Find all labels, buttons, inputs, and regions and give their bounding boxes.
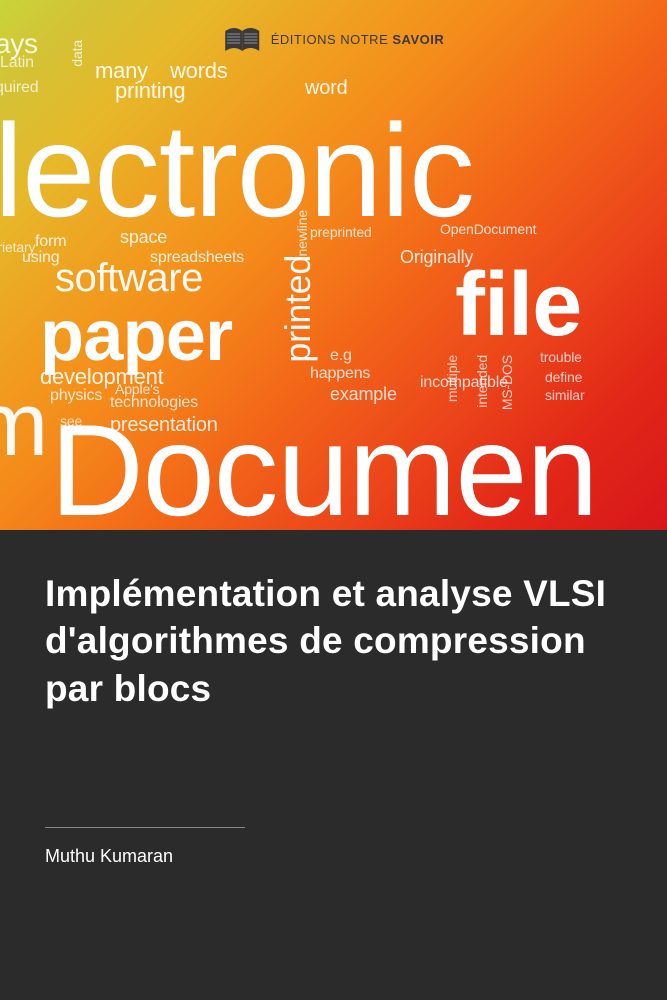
- wordcloud-word: paper: [40, 300, 232, 372]
- wordcloud-word: preprinted: [310, 225, 372, 239]
- wordcloud-word: spreadsheets: [150, 250, 244, 266]
- wordcloud-word: quired: [0, 80, 39, 96]
- wordcloud-word: trouble: [540, 350, 582, 364]
- wordcloud-word: space: [120, 228, 167, 246]
- wordcloud-background: ÉDITIONS NOTRE SAVOIR lectronicDocumenfi…: [0, 0, 667, 530]
- wordcloud-word: e.g: [330, 348, 352, 364]
- wordcloud-word: happens: [310, 366, 370, 382]
- publisher-prefix: ÉDITIONS NOTRE: [271, 32, 389, 47]
- book-title: Implémentation et analyse VLSI d'algorit…: [45, 570, 622, 712]
- publisher-bar: ÉDITIONS NOTRE SAVOIR: [223, 25, 445, 53]
- wordcloud-word: define: [545, 370, 582, 384]
- wordcloud-word: lectronic: [0, 105, 474, 237]
- publisher-name: ÉDITIONS NOTRE SAVOIR: [271, 32, 445, 47]
- wordcloud-word: printing: [115, 80, 185, 102]
- wordcloud-word: technologies: [110, 395, 198, 411]
- wordcloud-word: file: [455, 260, 581, 350]
- wordcloud-word: printed: [280, 255, 316, 363]
- wordcloud-word: Originally: [400, 248, 473, 266]
- lower-panel: Implémentation et analyse VLSI d'algorit…: [0, 530, 667, 1000]
- wordcloud-word: intended: [475, 355, 489, 408]
- divider-line: [45, 827, 245, 828]
- wordcloud-word: multiple: [445, 355, 459, 402]
- wordcloud-word: newline: [295, 210, 309, 257]
- wordcloud-word: similar: [545, 388, 584, 402]
- wordcloud-word: form: [35, 234, 66, 250]
- wordcloud-word: example: [330, 385, 397, 403]
- wordcloud-word: incompatible: [420, 375, 508, 391]
- wordcloud-word: data: [70, 40, 84, 67]
- wordcloud-word: physics: [50, 388, 102, 404]
- book-icon: [223, 25, 261, 53]
- book-cover: ÉDITIONS NOTRE SAVOIR lectronicDocumenfi…: [0, 0, 667, 1000]
- publisher-bold: SAVOIR: [392, 32, 444, 47]
- wordcloud-word: presentation: [110, 415, 218, 435]
- wordcloud-word: word: [305, 78, 348, 98]
- author-name: Muthu Kumaran: [45, 846, 622, 867]
- wordcloud-word: OpenDocument: [440, 222, 536, 236]
- wordcloud-word: see: [60, 414, 82, 428]
- wordcloud-word: proprietary: [0, 240, 35, 254]
- wordcloud-word: Latin: [0, 55, 34, 71]
- wordcloud-word: com: [0, 380, 47, 470]
- wordcloud-word: MS-DOS: [500, 355, 514, 410]
